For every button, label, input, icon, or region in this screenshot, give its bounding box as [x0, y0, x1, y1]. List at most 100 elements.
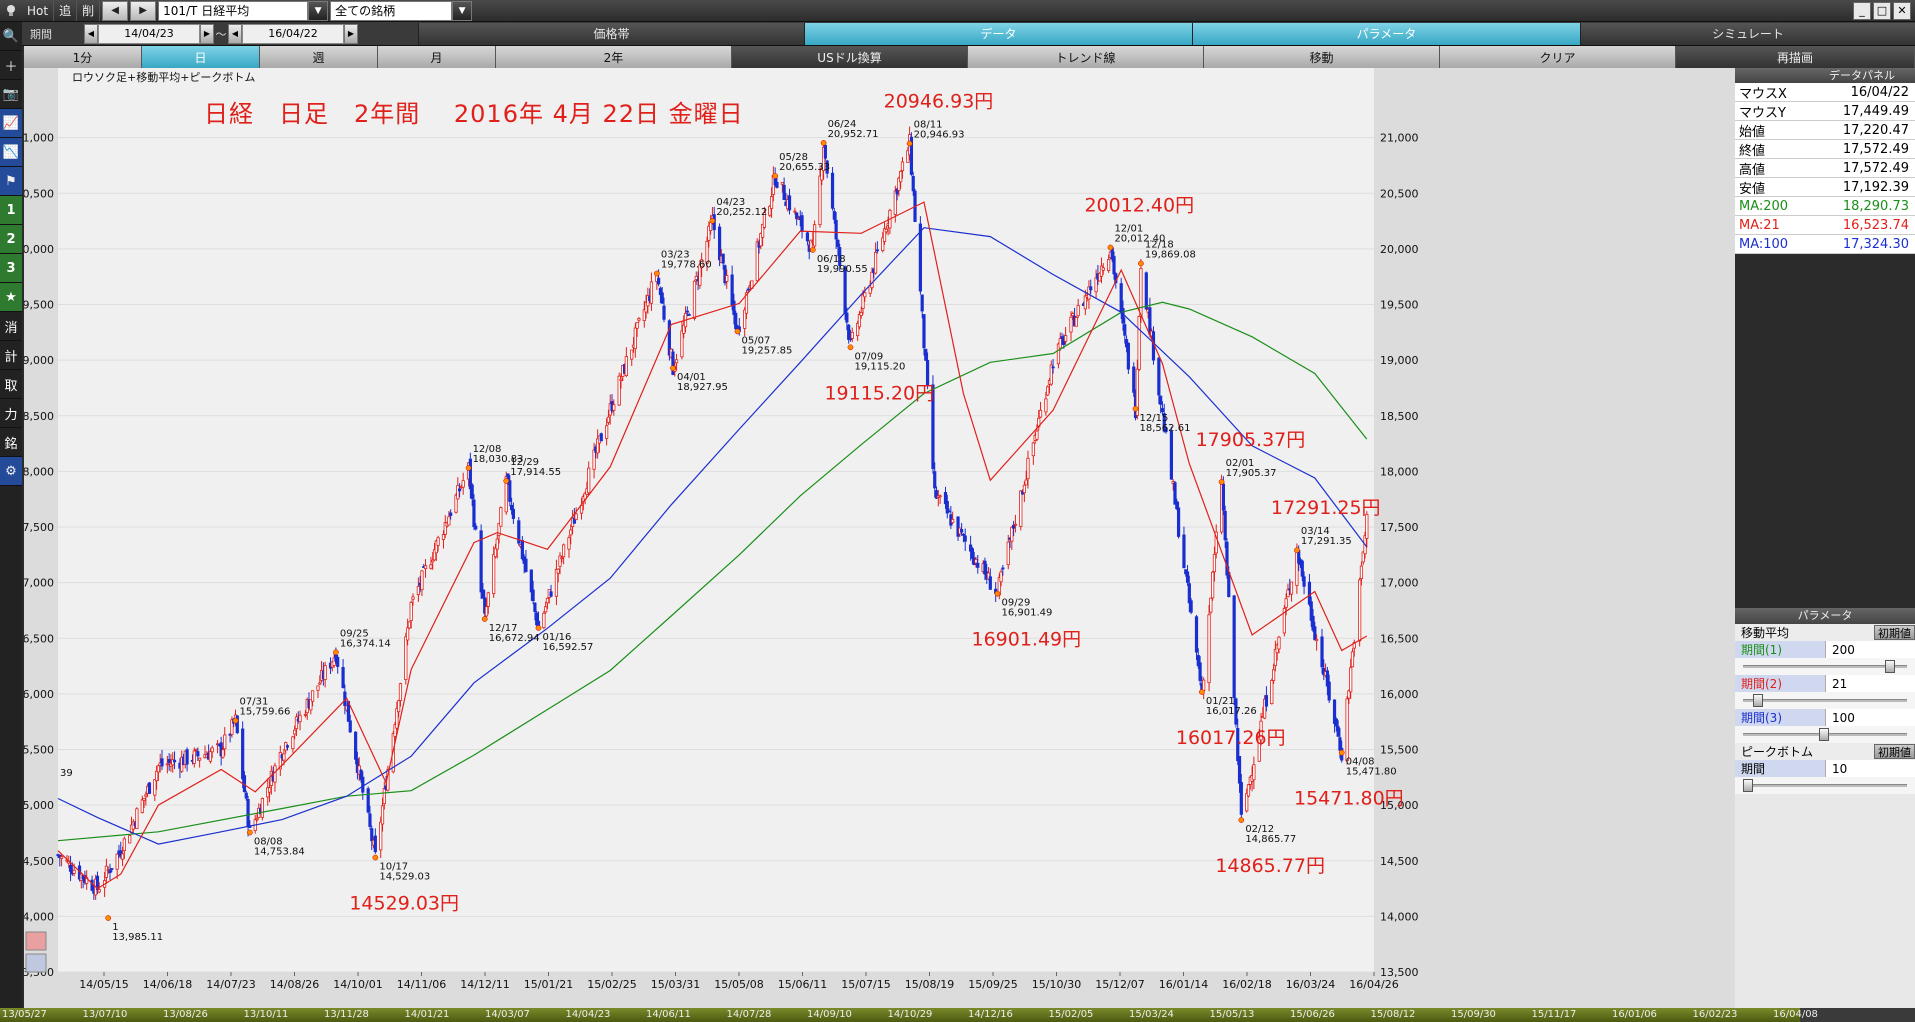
star-icon[interactable]: ★: [0, 283, 22, 312]
preset-3-button[interactable]: 3: [0, 254, 22, 283]
x-tick-label: 14/07/23: [206, 978, 255, 991]
stock-button[interactable]: 銘: [0, 428, 22, 457]
flag-icon[interactable]: ⚑: [0, 167, 22, 196]
erase-button[interactable]: 消: [0, 312, 22, 341]
bulb-icon[interactable]: [0, 0, 22, 22]
candle-body: [429, 564, 433, 569]
candle-body: [441, 534, 446, 540]
tab-weekly[interactable]: 週: [260, 46, 378, 68]
ma-period-1-input[interactable]: 200: [1825, 641, 1915, 658]
hot-button[interactable]: Hot: [22, 0, 55, 21]
tab-2year[interactable]: 2年: [496, 46, 732, 68]
trade-button[interactable]: 取: [0, 370, 22, 399]
ma-reset-button[interactable]: 初期値: [1874, 625, 1915, 640]
calc-button[interactable]: 計: [0, 341, 22, 370]
universe-dropdown[interactable]: ▼: [452, 0, 473, 21]
input-button[interactable]: 力: [0, 399, 22, 428]
end-prev-button[interactable]: ◀: [228, 23, 242, 44]
data-row-mouse-y: マウスY 17,449.49: [1735, 102, 1915, 121]
tab-data[interactable]: データ: [804, 22, 1192, 45]
ma-period-3-slider[interactable]: [1735, 726, 1915, 743]
peak-bottom-date-label: 01/16: [543, 632, 572, 643]
candle-body: [1289, 581, 1294, 595]
close-button[interactable]: ✕: [1893, 1, 1911, 20]
candle-body: [1273, 648, 1277, 667]
peak-period-slider[interactable]: [1735, 777, 1915, 794]
candle-body: [120, 853, 125, 860]
tab-1min[interactable]: 1分: [24, 46, 142, 68]
end-date-field[interactable]: 16/04/22: [242, 23, 344, 44]
bottom-marker: [670, 365, 676, 371]
candle-body: [612, 404, 616, 411]
candle-body: [382, 788, 386, 805]
minimize-button[interactable]: _: [1853, 1, 1871, 20]
x-tick-label: 14/12/11: [460, 978, 509, 991]
period-label: 期間: [30, 27, 52, 41]
start-next-button[interactable]: ▶: [200, 23, 214, 44]
tab-trendline[interactable]: トレンド線: [968, 46, 1204, 68]
chart-up-icon[interactable]: 📈: [0, 109, 22, 138]
next-symbol-button[interactable]: ▶: [130, 0, 157, 21]
y-tick-label-left: 14,000: [24, 910, 54, 923]
bottom-marker: [1199, 689, 1205, 695]
ma-period-1-slider[interactable]: [1735, 658, 1915, 675]
ma-period-2-input[interactable]: 21: [1825, 675, 1915, 692]
candle-body: [1315, 639, 1319, 642]
crosshair-icon[interactable]: ＋: [0, 51, 22, 80]
candle-body: [960, 529, 964, 533]
time-strip-range[interactable]: [0, 1008, 1800, 1022]
ma-period-3-input[interactable]: 100: [1825, 709, 1915, 726]
candle-body: [1282, 608, 1286, 634]
candle-body: [370, 828, 374, 842]
camera-icon[interactable]: 📷: [0, 80, 22, 109]
symbol-field[interactable]: 101/T 日経平均: [158, 0, 309, 21]
add-button[interactable]: 追: [54, 0, 78, 21]
symbol-dropdown[interactable]: ▼: [308, 0, 329, 21]
tab-clear[interactable]: クリア: [1440, 46, 1676, 68]
peak-marker: [906, 140, 913, 147]
search-icon[interactable]: 🔍: [0, 22, 22, 51]
candle-body: [999, 571, 1003, 583]
candle-body: [1046, 386, 1050, 396]
peak-bottom-date-label: 09/25: [340, 628, 369, 639]
tab-usd[interactable]: USドル換算: [732, 46, 968, 68]
right-panel: データパネル マウスX 16/04/22 マウスY 17,449.49 始値 17,2…: [1735, 68, 1915, 1022]
end-next-button[interactable]: ▶: [344, 23, 358, 44]
candle-body: [1006, 541, 1010, 566]
delete-button[interactable]: 削: [77, 0, 101, 21]
candle-body: [1010, 526, 1014, 542]
candle-body: [933, 471, 937, 489]
tab-move[interactable]: 移動: [1204, 46, 1440, 68]
candle-body: [782, 184, 786, 200]
universe-field[interactable]: 全ての銘柄: [330, 0, 453, 21]
peak-reset-button[interactable]: 初期値: [1874, 744, 1915, 759]
candle-body: [221, 749, 225, 758]
bottom-time-strip[interactable]: 13/05/27 13/07/10 13/08/26 13/10/11 13/11/28…: [0, 1008, 1915, 1022]
candle-body: [1209, 597, 1213, 613]
chart-down-icon[interactable]: 📉: [0, 138, 22, 167]
maximize-button[interactable]: □: [1873, 1, 1891, 20]
left-edge-label: 39: [60, 768, 73, 779]
gear-icon[interactable]: ⚙: [0, 457, 22, 486]
start-prev-button[interactable]: ◀: [84, 23, 98, 44]
candle-body: [1320, 636, 1324, 668]
tab-price-band[interactable]: 価格帯: [418, 22, 804, 45]
candlestick-chart[interactable]: 13,50013,50014,00014,00014,50014,50015,0…: [24, 68, 1735, 1008]
candle-body: [153, 779, 157, 796]
preset-1-button[interactable]: 1: [0, 196, 22, 225]
param-panel-title: パラメータ: [1735, 608, 1915, 624]
tab-monthly[interactable]: 月: [378, 46, 496, 68]
peak-period-input[interactable]: 10: [1825, 760, 1915, 777]
start-date-field[interactable]: 14/04/23: [98, 23, 200, 44]
chart-area[interactable]: 13,50013,50014,00014,00014,50014,50015,0…: [24, 68, 1735, 1008]
prev-symbol-button[interactable]: ◀: [102, 0, 129, 21]
tab-daily[interactable]: 日: [142, 46, 260, 68]
time-strip-label: 15/05/13: [1209, 1009, 1255, 1020]
candle-body: [723, 265, 727, 284]
tab-simulate[interactable]: シミュレート: [1580, 22, 1915, 45]
tab-redraw[interactable]: 再描画: [1676, 46, 1915, 68]
ma-period-2-slider[interactable]: [1735, 692, 1915, 709]
preset-2-button[interactable]: 2: [0, 225, 22, 254]
tab-parameter[interactable]: パラメータ: [1192, 22, 1580, 45]
peak-marker: [709, 217, 716, 224]
